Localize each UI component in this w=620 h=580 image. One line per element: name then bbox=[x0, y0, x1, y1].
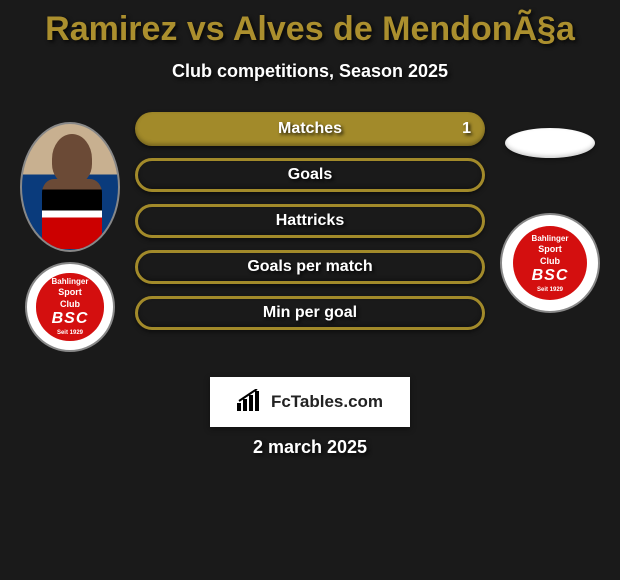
badge-text-line3: Club bbox=[540, 256, 560, 266]
stat-label: Matches bbox=[278, 120, 342, 138]
stats-area: Bahlinger Sport Club BSC Seit 1929 Match… bbox=[0, 112, 620, 352]
badge-abbrev: BSC bbox=[52, 310, 89, 328]
comparison-card: Ramirez vs Alves de MendonÃ§a Club compe… bbox=[0, 0, 620, 580]
chart-icon bbox=[237, 389, 265, 416]
badge-since: Seit 1929 bbox=[57, 330, 83, 336]
badge-abbrev: BSC bbox=[532, 267, 569, 285]
bsc-badge-inner: Bahlinger Sport Club BSC Seit 1929 bbox=[513, 226, 588, 301]
stat-label: Goals bbox=[288, 166, 332, 184]
right-column: Bahlinger Sport Club BSC Seit 1929 bbox=[495, 112, 605, 313]
stat-bar-min-per-goal: Min per goal bbox=[135, 296, 485, 330]
badge-text-line1: Bahlinger bbox=[532, 234, 569, 243]
stat-value-right: 1 bbox=[462, 120, 471, 138]
page-subtitle: Club competitions, Season 2025 bbox=[0, 61, 620, 82]
stat-bar-hattricks: Hattricks bbox=[135, 204, 485, 238]
stat-label: Min per goal bbox=[263, 304, 357, 322]
player-photo-left bbox=[20, 122, 120, 252]
badge-text-line1: Bahlinger bbox=[52, 277, 89, 286]
comparison-date: 2 march 2025 bbox=[0, 437, 620, 458]
left-column: Bahlinger Sport Club BSC Seit 1929 bbox=[15, 112, 125, 352]
page-title: Ramirez vs Alves de MendonÃ§a bbox=[0, 10, 620, 49]
bsc-badge-inner: Bahlinger Sport Club BSC Seit 1929 bbox=[36, 273, 103, 340]
stat-bar-goals: Goals bbox=[135, 158, 485, 192]
player-placeholder-right bbox=[505, 128, 595, 158]
badge-text-line2: Sport bbox=[538, 244, 562, 254]
stat-bar-matches: Matches 1 bbox=[135, 112, 485, 146]
club-badge-left: Bahlinger Sport Club BSC Seit 1929 bbox=[25, 262, 115, 352]
brand-attribution[interactable]: FcTables.com bbox=[210, 377, 410, 427]
club-badge-right: Bahlinger Sport Club BSC Seit 1929 bbox=[500, 213, 600, 313]
stat-label: Hattricks bbox=[276, 212, 344, 230]
badge-text-line2: Sport bbox=[58, 287, 82, 297]
badge-since: Seit 1929 bbox=[537, 287, 563, 293]
stat-label: Goals per match bbox=[247, 258, 372, 276]
badge-text-line3: Club bbox=[60, 299, 80, 309]
brand-text: FcTables.com bbox=[271, 392, 383, 412]
stats-column: Matches 1 Goals Hattricks Goals per matc… bbox=[135, 112, 485, 330]
stat-bar-goals-per-match: Goals per match bbox=[135, 250, 485, 284]
